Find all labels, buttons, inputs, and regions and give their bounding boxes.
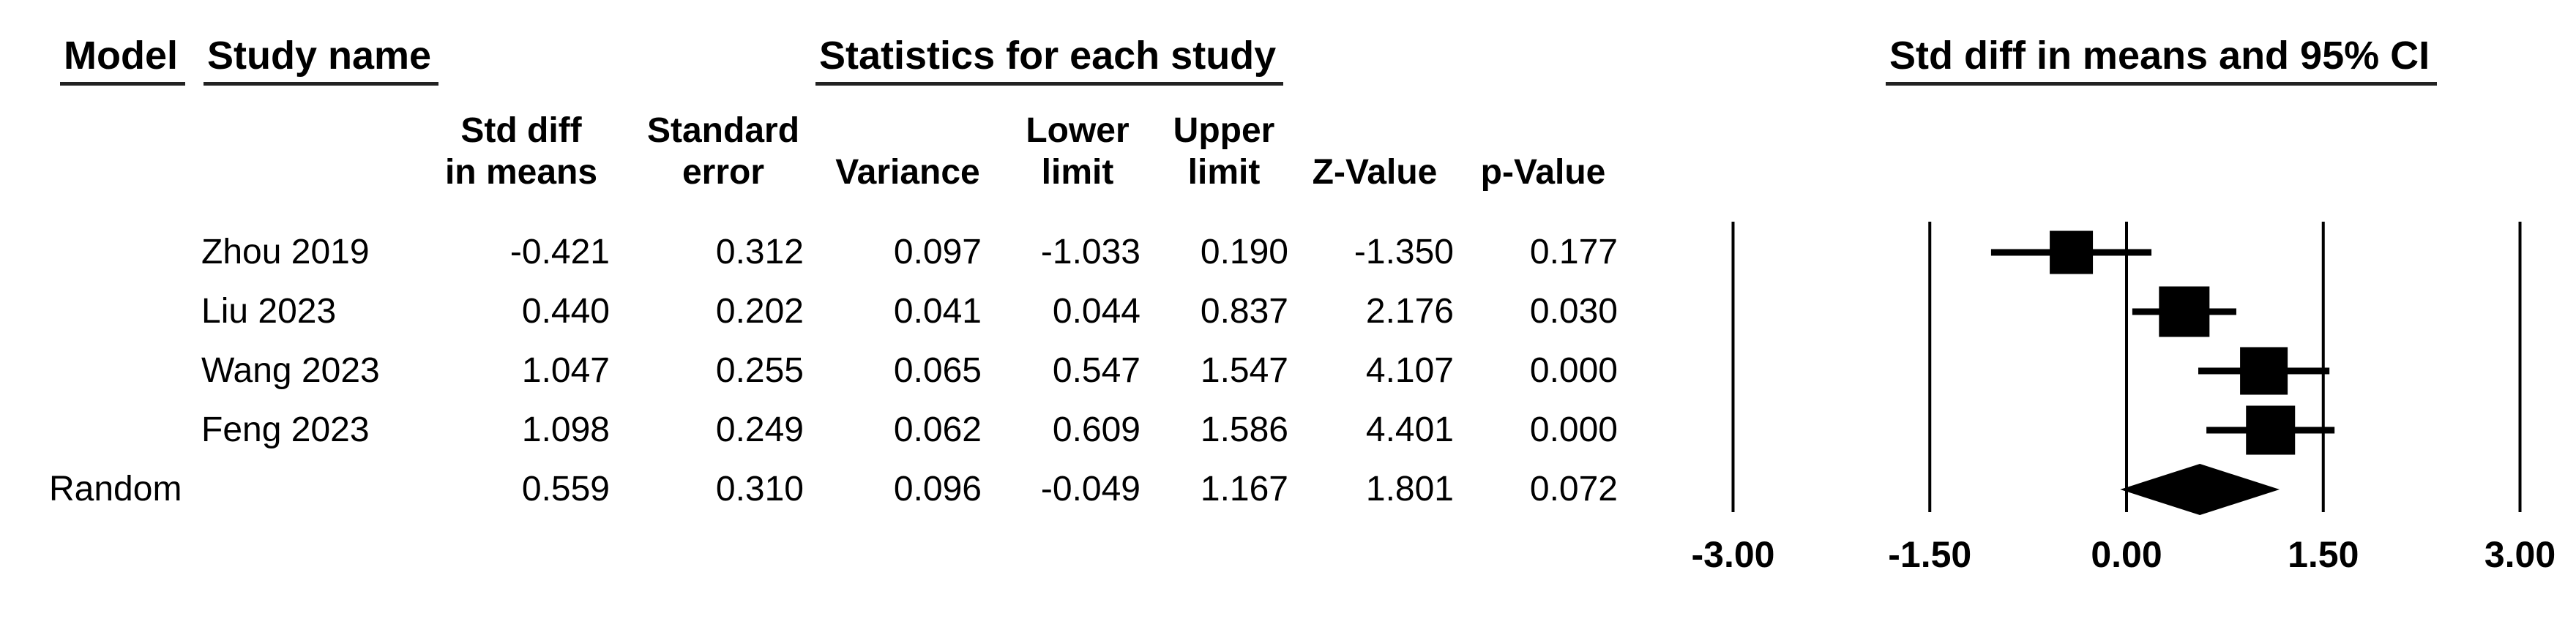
stat-value-cell: -0.421 (509, 233, 610, 271)
stat-value-cell: 2.176 (1365, 292, 1454, 331)
stat-value-cell: -1.033 (1040, 233, 1140, 271)
column-group-header-statistics: Statistics for each study (815, 35, 1284, 86)
stat-value-cell: 0.255 (715, 351, 804, 390)
stat-value-cell: 0.190 (1200, 233, 1288, 271)
axis-reference-line (2125, 222, 2128, 512)
column-header-z-value: Z-Value (1250, 110, 1499, 193)
statistics-header-label: Statistics for each study (815, 35, 1284, 86)
forest-square (2159, 286, 2210, 337)
stat-value-cell: 0.000 (1529, 351, 1618, 390)
stat-value-cell: 4.401 (1365, 410, 1454, 449)
x-axis-tick-label: 1.50 (2288, 534, 2359, 575)
axis-reference-line (2518, 222, 2522, 512)
x-axis-tick-label: 0.00 (2091, 534, 2162, 575)
stat-value-cell: 1.167 (1200, 470, 1288, 508)
study-name-cell: Feng 2023 (201, 410, 370, 449)
stat-value-cell: 0.096 (893, 470, 982, 508)
column-header-line2: Z-Value (1312, 153, 1438, 192)
stat-value-cell: 0.044 (1052, 292, 1140, 331)
stat-value-cell: 0.072 (1529, 470, 1618, 508)
stat-value-cell: 0.062 (893, 410, 982, 449)
column-group-header-ci-panel: Std diff in means and 95% CI (1886, 35, 2438, 86)
stat-value-cell: 0.547 (1052, 351, 1140, 390)
stat-value-cell: 0.609 (1052, 410, 1140, 449)
stat-value-cell: -0.049 (1040, 470, 1140, 508)
study-name-cell: Wang 2023 (201, 351, 380, 390)
axis-reference-line (1731, 222, 1735, 512)
stat-value-cell: 0.440 (521, 292, 610, 331)
stat-value-cell: 0.065 (893, 351, 982, 390)
stat-value-cell: -1.350 (1354, 233, 1454, 271)
stat-value-cell: 0.041 (893, 292, 982, 331)
forest-square (2246, 405, 2296, 455)
stat-value-cell: 1.547 (1200, 351, 1288, 390)
column-header-line1: Lower (1026, 111, 1130, 150)
column-header-line2: limit (1187, 153, 1261, 192)
stat-value-cell: 0.030 (1529, 292, 1618, 331)
study-name-header-label: Study name (204, 35, 439, 86)
column-header-line2: in means (444, 153, 598, 192)
stat-value-cell: 0.177 (1529, 233, 1618, 271)
study-name-cell: Zhou 2019 (201, 233, 370, 271)
stat-value-cell: 0.202 (715, 292, 804, 331)
x-axis-tick-label: -1.50 (1888, 534, 1972, 575)
forest-square (2240, 347, 2288, 395)
column-header-error: Standard error (599, 110, 848, 193)
column-header-p-value: p-Value (1419, 110, 1668, 193)
column-header-line1: Upper (1173, 111, 1275, 150)
column-header-line2: limit (1041, 153, 1114, 192)
stat-value-cell: 4.107 (1365, 351, 1454, 390)
column-header-limit: Upper limit (1100, 110, 1348, 193)
stat-value-cell: 0.559 (521, 470, 610, 508)
column-header-in-means: Std diff in means (397, 110, 646, 193)
column-header-line2: error (682, 153, 765, 192)
model-cell: Random (49, 470, 182, 508)
stat-value-cell: 0.837 (1200, 292, 1288, 331)
model-header-label: Model (60, 35, 185, 86)
column-group-header-study-name: Study name (204, 35, 439, 86)
stat-value-cell: 1.801 (1365, 470, 1454, 508)
stat-value-cell: 1.047 (521, 351, 610, 390)
stat-value-cell: 0.097 (893, 233, 982, 271)
ci-panel-header-label: Std diff in means and 95% CI (1886, 35, 2438, 86)
column-header-line2: Variance (835, 153, 980, 192)
forest-square (2050, 230, 2094, 274)
axis-reference-line (2321, 222, 2325, 512)
x-axis-tick-label: -3.00 (1691, 534, 1775, 575)
stat-value-cell: 0.249 (715, 410, 804, 449)
stat-value-cell: 1.098 (521, 410, 610, 449)
column-group-header-model: Model (60, 35, 185, 86)
stat-value-cell: 0.310 (715, 470, 804, 508)
column-header-limit: Lower limit (953, 110, 1202, 193)
summary-diamond (2120, 464, 2280, 515)
axis-reference-line (1928, 222, 1932, 512)
stat-value-cell: 0.000 (1529, 410, 1618, 449)
x-axis-tick-label: 3.00 (2484, 534, 2556, 575)
column-header-variance: Variance (783, 110, 1032, 193)
column-header-line2: p-Value (1480, 153, 1606, 192)
column-header-line1: Std diff (460, 111, 582, 150)
study-name-cell: Liu 2023 (201, 292, 337, 331)
stat-value-cell: 1.586 (1200, 410, 1288, 449)
stat-value-cell: 0.312 (715, 233, 804, 271)
column-header-line1: Standard (646, 111, 800, 150)
